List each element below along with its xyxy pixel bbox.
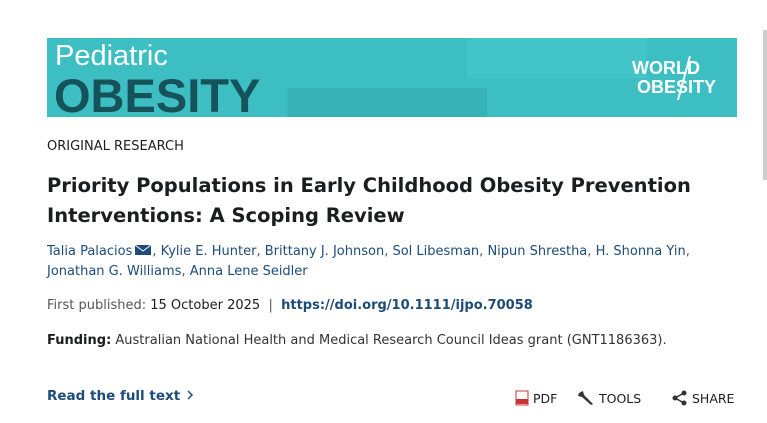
- journal-banner: Pediatric OBESITY WORLD OBESITY: [47, 38, 737, 117]
- label: Funding:: [47, 333, 112, 348]
- author[interactable]: Jonathan G. Williams: [47, 264, 182, 279]
- doi-link[interactable]: https://doi.org/10.1111/ijpo.70058: [281, 298, 533, 313]
- label: PDF: [532, 391, 558, 406]
- decoration: [467, 38, 647, 78]
- logo-text: OBESITY: [637, 77, 717, 97]
- published: First published: 15 October 2025 | https…: [47, 298, 533, 313]
- author-list: Talia Palacios, Kylie E. Hunter, Brittan…: [47, 242, 737, 282]
- article-title: Priority Populations in Early Childhood …: [47, 174, 691, 227]
- author[interactable]: Brittany J. Johnson: [264, 244, 385, 259]
- share-button[interactable]: SHARE: [672, 390, 734, 406]
- author[interactable]: Kylie E. Hunter: [160, 244, 257, 259]
- scrollbar: [763, 30, 767, 180]
- read-full-text[interactable]: Read the full text: [47, 388, 195, 404]
- funding: Funding: Australian National Health and …: [47, 333, 667, 348]
- pdf-button[interactable]: PDF: [515, 390, 557, 406]
- link-text: Read the full text: [47, 388, 181, 404]
- journal-name: Pediatric: [55, 40, 168, 72]
- author[interactable]: Sol Libesman: [392, 244, 480, 259]
- separator: |: [268, 298, 273, 313]
- separator: ,: [587, 244, 592, 259]
- section-label: ORIGINAL RESEARCH: [47, 139, 184, 154]
- separator: ,: [384, 244, 389, 259]
- separator: ,: [152, 244, 157, 259]
- author[interactable]: Anna Lene Seidler: [189, 264, 308, 279]
- tools-button[interactable]: TOOLS: [577, 390, 641, 406]
- logo-slash: [677, 55, 691, 101]
- share-icon: [672, 390, 687, 406]
- separator: ,: [685, 244, 690, 259]
- email-icon[interactable]: [134, 244, 152, 256]
- label: SHARE: [691, 391, 735, 406]
- logo-text: WORLD: [632, 58, 700, 78]
- separator: ,: [181, 264, 186, 279]
- wrench-icon: [578, 391, 593, 405]
- decoration: [287, 88, 487, 117]
- label: First published:: [47, 298, 147, 313]
- author[interactable]: Talia Palacios: [47, 244, 133, 259]
- separator: ,: [479, 244, 484, 259]
- date: 15 October 2025: [150, 298, 261, 313]
- pdf-icon: [515, 390, 529, 406]
- label: TOOLS: [598, 391, 642, 406]
- chevron: [187, 390, 193, 400]
- journal-name: OBESITY: [54, 69, 261, 117]
- author[interactable]: Nipun Shrestha: [487, 244, 588, 259]
- separator: ,: [256, 244, 261, 259]
- funding-text: Australian National Health and Medical R…: [115, 333, 667, 348]
- author[interactable]: H. Shonna Yin: [595, 244, 686, 259]
